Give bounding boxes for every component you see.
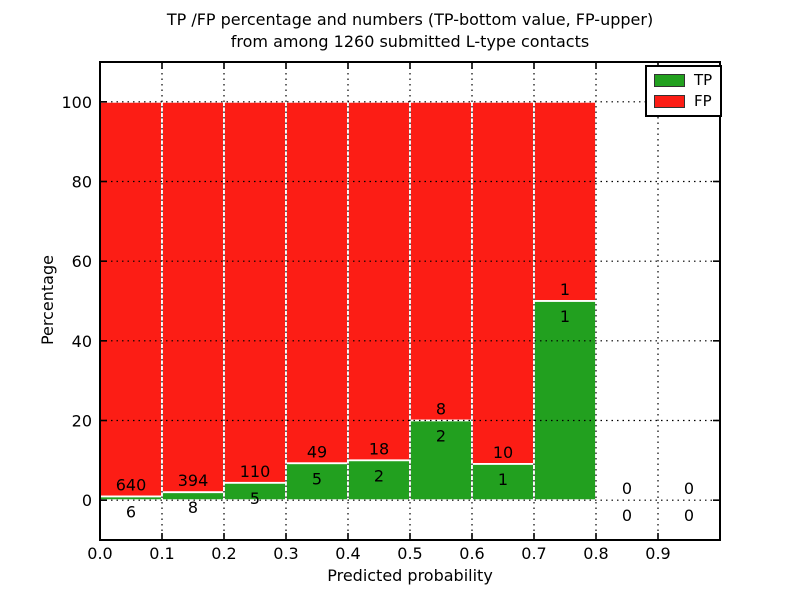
tp-count-label: 5 [312,469,322,488]
fp-count-label: 49 [307,442,327,461]
tp-count-label: 8 [188,498,198,517]
bar-fp-segment [223,100,287,484]
y-tick-label: 0 [82,491,92,510]
x-tick-label: 0.9 [645,544,670,563]
tp-count-label: 5 [250,489,260,508]
x-tick-label: 0.5 [397,544,422,563]
tp-count-label: 0 [622,506,632,525]
bar-fp-segment [99,100,163,498]
x-tick-label: 0.3 [273,544,298,563]
chart-title-line2: from among 1260 submitted L-type contact… [230,32,590,51]
plot-frame [99,61,721,541]
fp-count-label: 8 [436,400,446,419]
x-tick-label: 0.1 [149,544,174,563]
axes-group [99,61,721,541]
y-axis-label: Percentage [38,255,57,346]
bar-fp-segment [285,100,349,465]
tp-color-swatch [654,74,685,87]
x-tick-label: 0.4 [335,544,360,563]
tp-count-label: 1 [498,470,508,489]
bar-tp-segment [347,459,411,502]
chart-title-line1: TP /FP percentage and numbers (TP-bottom… [166,10,654,29]
x-tick-label: 0.2 [211,544,236,563]
bar-tp-segment [285,462,349,502]
fp-count-label: 640 [116,475,147,494]
legend-item-fp: FP [654,94,712,109]
fp-count-label: 394 [178,471,209,490]
fp-count-label: 1 [560,280,570,299]
legend-item-tp: TP [654,73,712,88]
legend-label-fp: FP [694,92,712,110]
bar-tp-segment [533,300,597,502]
fp-color-swatch [654,95,685,108]
tp-count-label: 6 [126,502,136,521]
bar-fp-segment [161,100,225,494]
x-tick-label: 0.6 [459,544,484,563]
bar-fp-segment [347,100,411,462]
fp-count-label: 0 [622,479,632,498]
y-tick-label: 20 [72,412,92,431]
bar-fp-segment [471,100,535,465]
y-tick-label: 40 [72,332,92,351]
x-tick-label: 0.7 [521,544,546,563]
y-tick-label: 60 [72,252,92,271]
y-tick-label: 100 [61,93,92,112]
tp-count-label: 2 [436,427,446,446]
x-tick-label: 0.0 [87,544,112,563]
legend: TP FP [645,65,723,117]
fp-count-label: 110 [240,462,271,481]
bar-tp-segment [99,495,163,502]
fp-count-label: 18 [369,439,389,458]
tp-count-label: 2 [374,466,384,485]
x-tick-label: 0.8 [583,544,608,563]
tp-count-label: 1 [560,307,570,326]
legend-label-tp: TP [694,71,713,89]
tp-count-label: 0 [684,506,694,525]
y-tick-label: 80 [72,173,92,192]
bar-fp-segment [533,100,597,302]
x-axis-label: Predicted probability [327,566,493,585]
fp-count-label: 0 [684,479,694,498]
fp-count-label: 10 [493,443,513,462]
